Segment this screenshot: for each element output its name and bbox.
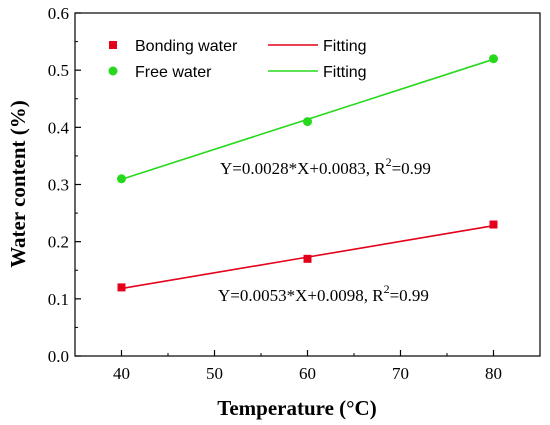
data-point-bonding-water — [117, 283, 126, 292]
fit-equation-bonding-water: Y=0.0053*X+0.0098, R2=0.99 — [218, 282, 429, 305]
y-tick-label: 0.4 — [48, 118, 70, 137]
y-tick-label: 0.0 — [48, 347, 69, 366]
fit-equation-free-water: Y=0.0028*X+0.0083, R2=0.99 — [220, 155, 431, 178]
x-tick-label: 40 — [113, 364, 130, 383]
x-axis: 40 50 60 70 80 — [74, 350, 541, 383]
y-tick-label: 0.1 — [48, 290, 69, 309]
legend-marker-free-water — [108, 66, 118, 76]
y-tick-label: 0.5 — [48, 61, 69, 80]
r-squared-value: =0.99 — [390, 286, 429, 305]
legend-label: Bonding water — [135, 38, 238, 55]
data-point-free-water — [303, 117, 312, 127]
data-point-bonding-water — [303, 254, 312, 263]
legend-fit-label: Fitting — [323, 38, 367, 55]
data-point-bonding-water — [489, 220, 498, 229]
legend: Bonding water Fitting Free water Fitting — [108, 38, 367, 81]
legend-label: Free water — [135, 64, 212, 81]
y-tick-label: 0.2 — [48, 233, 69, 252]
x-tick-label: 60 — [299, 364, 316, 383]
equation-text: Y=0.0053*X+0.0098, R — [218, 286, 384, 305]
annotations: Y=0.0053*X+0.0098, R2=0.99Y=0.0028*X+0.0… — [218, 155, 431, 305]
y-tick-label: 0.6 — [48, 4, 69, 23]
r-squared-value: =0.99 — [392, 159, 431, 178]
y-tick-label: 0.3 — [48, 176, 69, 195]
x-tick-label: 80 — [485, 364, 502, 383]
legend-fit-label: Fitting — [323, 64, 367, 81]
x-axis-title: Temperature (°C) — [217, 396, 376, 420]
r-squared-superscript: 2 — [384, 282, 390, 296]
x-tick-label: 70 — [392, 364, 409, 383]
series-layer — [117, 54, 498, 292]
data-point-free-water — [117, 174, 126, 184]
y-axis: 0.0 0.1 0.2 0.3 0.4 0.5 0.6 — [48, 4, 81, 366]
equation-text: Y=0.0028*X+0.0083, R — [220, 159, 386, 178]
x-tick-label: 50 — [206, 364, 223, 383]
data-point-free-water — [489, 54, 498, 64]
y-axis-title: Water content (%) — [6, 100, 30, 268]
legend-marker-bonding-water — [109, 41, 117, 49]
r-squared-superscript: 2 — [386, 155, 392, 169]
